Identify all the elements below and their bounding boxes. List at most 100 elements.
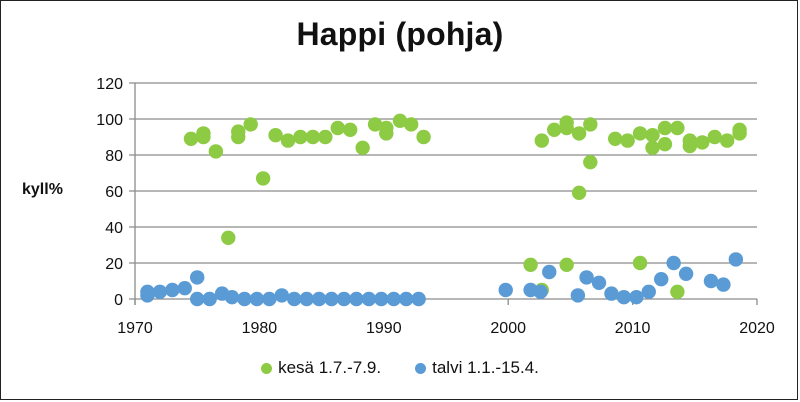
data-point-kesa: [607, 131, 623, 146]
data-point-kesa: [657, 137, 673, 152]
data-point-talvi: [629, 290, 644, 305]
data-point-talvi: [287, 291, 302, 307]
data-point-talvi: [361, 291, 377, 307]
data-point-kesa: [645, 128, 660, 143]
data-point-kesa: [547, 122, 562, 137]
data-point-talvi: [716, 277, 731, 292]
legend-item-talvi: talvi 1.1.-15.4.: [415, 358, 539, 378]
data-point-talvi: [616, 290, 632, 305]
data-point-talvi: [237, 291, 252, 307]
data-point-kesa: [403, 117, 419, 132]
data-point-kesa: [293, 129, 308, 145]
data-point-kesa: [243, 117, 258, 132]
data-point-kesa: [221, 230, 236, 245]
data-point-talvi: [654, 272, 669, 287]
data-point-kesa: [682, 133, 698, 148]
x-tick-label: 2000: [490, 320, 526, 337]
data-point-talvi: [374, 291, 389, 307]
legend: kesä 1.7.-7.9. talvi 1.1.-15.4.: [0, 358, 800, 378]
data-point-kesa: [719, 133, 735, 148]
data-point-kesa: [196, 129, 211, 145]
data-point-kesa: [707, 129, 722, 145]
legend-label: kesä 1.7.-7.9.: [278, 358, 382, 377]
y-tick-label: 100: [96, 112, 123, 129]
data-point-kesa: [670, 284, 685, 299]
data-point-talvi: [224, 290, 240, 305]
data-point-kesa: [330, 120, 345, 136]
data-point-kesa: [416, 129, 431, 145]
data-point-kesa: [559, 120, 574, 136]
y-tick-label: 60: [105, 184, 123, 201]
data-point-talvi: [336, 291, 352, 307]
data-point-kesa: [583, 117, 598, 132]
data-point-kesa: [255, 171, 271, 186]
data-point-talvi: [190, 270, 205, 285]
y-tick-label: 0: [114, 292, 123, 309]
data-point-kesa: [523, 257, 538, 272]
data-point-talvi: [190, 291, 205, 307]
data-point-talvi: [604, 286, 619, 301]
data-point-kesa: [367, 117, 383, 132]
data-point-talvi: [533, 284, 548, 299]
data-point-talvi: [311, 291, 327, 307]
data-point-kesa: [620, 133, 635, 148]
data-point-talvi: [152, 284, 168, 299]
data-point-kesa: [670, 120, 685, 136]
data-point-kesa: [695, 135, 710, 150]
data-point-talvi: [498, 282, 513, 298]
data-point-kesa: [208, 144, 224, 159]
data-point-talvi: [202, 291, 217, 307]
data-point-kesa: [318, 129, 333, 145]
data-point-talvi: [591, 275, 607, 290]
data-point-talvi: [177, 281, 192, 296]
data-point-talvi: [140, 288, 155, 303]
data-point-kesa: [379, 126, 394, 141]
data-point-talvi: [386, 291, 401, 307]
data-point-talvi: [398, 291, 414, 307]
legend-label: talvi 1.1.-15.4.: [432, 358, 539, 377]
x-tick-label: 2010: [615, 320, 651, 337]
data-point-talvi: [678, 266, 694, 281]
data-point-talvi: [262, 291, 277, 307]
data-point-kesa: [632, 255, 648, 271]
data-point-kesa: [571, 185, 587, 200]
data-point-kesa: [280, 133, 296, 148]
y-tick-label: 120: [96, 76, 123, 93]
data-point-kesa: [343, 122, 358, 137]
data-point-talvi: [570, 288, 586, 303]
x-tick-label: 1970: [117, 320, 153, 337]
x-tick-label: 1980: [242, 320, 278, 337]
data-point-talvi: [542, 264, 557, 280]
legend-item-kesa: kesä 1.7.-7.9.: [261, 358, 381, 378]
data-point-talvi: [666, 255, 681, 271]
data-point-kesa: [268, 128, 283, 143]
data-point-kesa: [645, 140, 660, 155]
data-point-talvi: [579, 270, 594, 285]
y-tick-label: 40: [105, 220, 123, 237]
data-point-talvi: [165, 282, 180, 298]
data-point-talvi: [324, 291, 339, 307]
data-point-talvi: [641, 284, 656, 299]
data-point-kesa: [355, 140, 370, 155]
data-point-kesa: [632, 126, 648, 141]
data-point-talvi: [349, 291, 364, 307]
data-point-kesa: [305, 129, 321, 145]
data-point-talvi: [249, 291, 265, 307]
y-tick-label: 80: [105, 148, 123, 165]
data-point-kesa: [183, 131, 199, 146]
data-point-talvi: [274, 288, 289, 303]
legend-marker-icon: [261, 362, 273, 374]
data-point-kesa: [231, 129, 246, 145]
data-point-talvi: [411, 291, 426, 307]
data-point-kesa: [392, 113, 408, 128]
data-point-talvi: [728, 252, 744, 267]
legend-marker-icon: [415, 362, 427, 374]
x-tick-label: 1990: [366, 320, 402, 337]
data-point-kesa: [534, 133, 549, 148]
data-point-kesa: [657, 120, 673, 136]
data-point-kesa: [583, 155, 598, 170]
data-point-kesa: [732, 122, 747, 137]
x-tick-label: 2020: [739, 320, 775, 337]
